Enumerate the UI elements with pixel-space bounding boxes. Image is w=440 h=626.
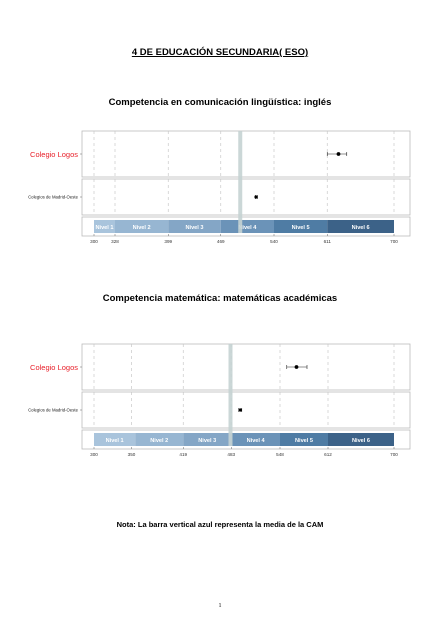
level-label: Nivel 5 — [292, 225, 310, 231]
level-label: Nivel 2 — [133, 225, 151, 231]
level-label: Nivel 2 — [150, 438, 168, 444]
level-label: Nivel 4 — [238, 225, 257, 231]
panel-levels — [81, 429, 411, 450]
tick-label: 612 — [324, 452, 332, 457]
tick-label: 399 — [164, 239, 172, 244]
level-band — [115, 220, 169, 233]
level-band — [280, 433, 328, 446]
row-label-school: Colegio Logos — [30, 150, 78, 159]
level-band — [220, 220, 274, 233]
tick-label: 611 — [324, 239, 332, 244]
level-band — [183, 433, 232, 446]
tick-label: 350 — [128, 452, 136, 457]
chart-ingles: Nivel 1 Nivel 2 Nivel 3 Nivel 4 Nivel 5 Nivel… — [28, 130, 411, 244]
tick-label: 700 — [390, 452, 398, 457]
tick-label: 300 — [90, 239, 98, 244]
data-point — [238, 408, 242, 412]
level-band — [328, 433, 394, 446]
level-label: Nivel 6 — [352, 438, 370, 444]
level-band — [274, 220, 328, 233]
level-label: Nivel 6 — [352, 225, 370, 231]
tick-label: 469 — [217, 239, 225, 244]
tick-label: 540 — [270, 239, 278, 244]
level-label: Nivel 3 — [185, 225, 203, 231]
data-point — [336, 152, 341, 156]
tick-label: 483 — [227, 452, 235, 457]
page-title: 4 DE EDUCACIÓN SECUNDARIA( ESO) — [131, 47, 309, 58]
panel-levels — [81, 216, 411, 237]
cam-mean-bar — [228, 344, 233, 446]
chart-title-matematicas: Competencia matemática: matemáticas acad… — [102, 293, 338, 304]
row-label-school: Colegio Logos — [30, 363, 78, 372]
page-number: 1 — [218, 603, 222, 609]
panel-group — [81, 178, 411, 216]
level-label: Nivel 5 — [295, 438, 313, 444]
panel-school — [81, 130, 411, 178]
level-label: Nivel 1 — [95, 225, 113, 231]
note-text: Nota: La barra vertical azul representa … — [116, 520, 324, 529]
chart-title-ingles: Competencia en comunicación lingüística:… — [108, 97, 332, 108]
level-label: Nivel 4 — [247, 438, 266, 444]
row-label-group: Colegios de Madrid-Oeste — [28, 195, 79, 200]
data-point — [294, 365, 299, 369]
data-point — [254, 195, 258, 199]
tick-label: 300 — [90, 452, 98, 457]
cam-mean-bar — [238, 131, 243, 233]
level-band — [94, 433, 136, 446]
tick-label: 548 — [276, 452, 284, 457]
level-band — [135, 433, 184, 446]
level-band — [168, 220, 221, 233]
tick-label: 419 — [179, 452, 187, 457]
chart-matematicas: Nivel 1 Nivel 2 Nivel 3 Nivel 4 Nivel 5 Nivel… — [28, 343, 411, 457]
level-label: Nivel 1 — [106, 438, 124, 444]
level-band — [327, 220, 394, 233]
row-label-group: Colegios de Madrid-Oeste — [28, 408, 79, 413]
level-band — [94, 220, 115, 233]
tick-label: 328 — [111, 239, 119, 244]
level-label: Nivel 3 — [198, 438, 216, 444]
tick-label: 700 — [390, 239, 398, 244]
level-band — [231, 433, 280, 446]
